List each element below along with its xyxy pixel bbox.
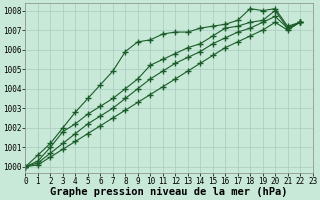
X-axis label: Graphe pression niveau de la mer (hPa): Graphe pression niveau de la mer (hPa) [50, 187, 288, 197]
